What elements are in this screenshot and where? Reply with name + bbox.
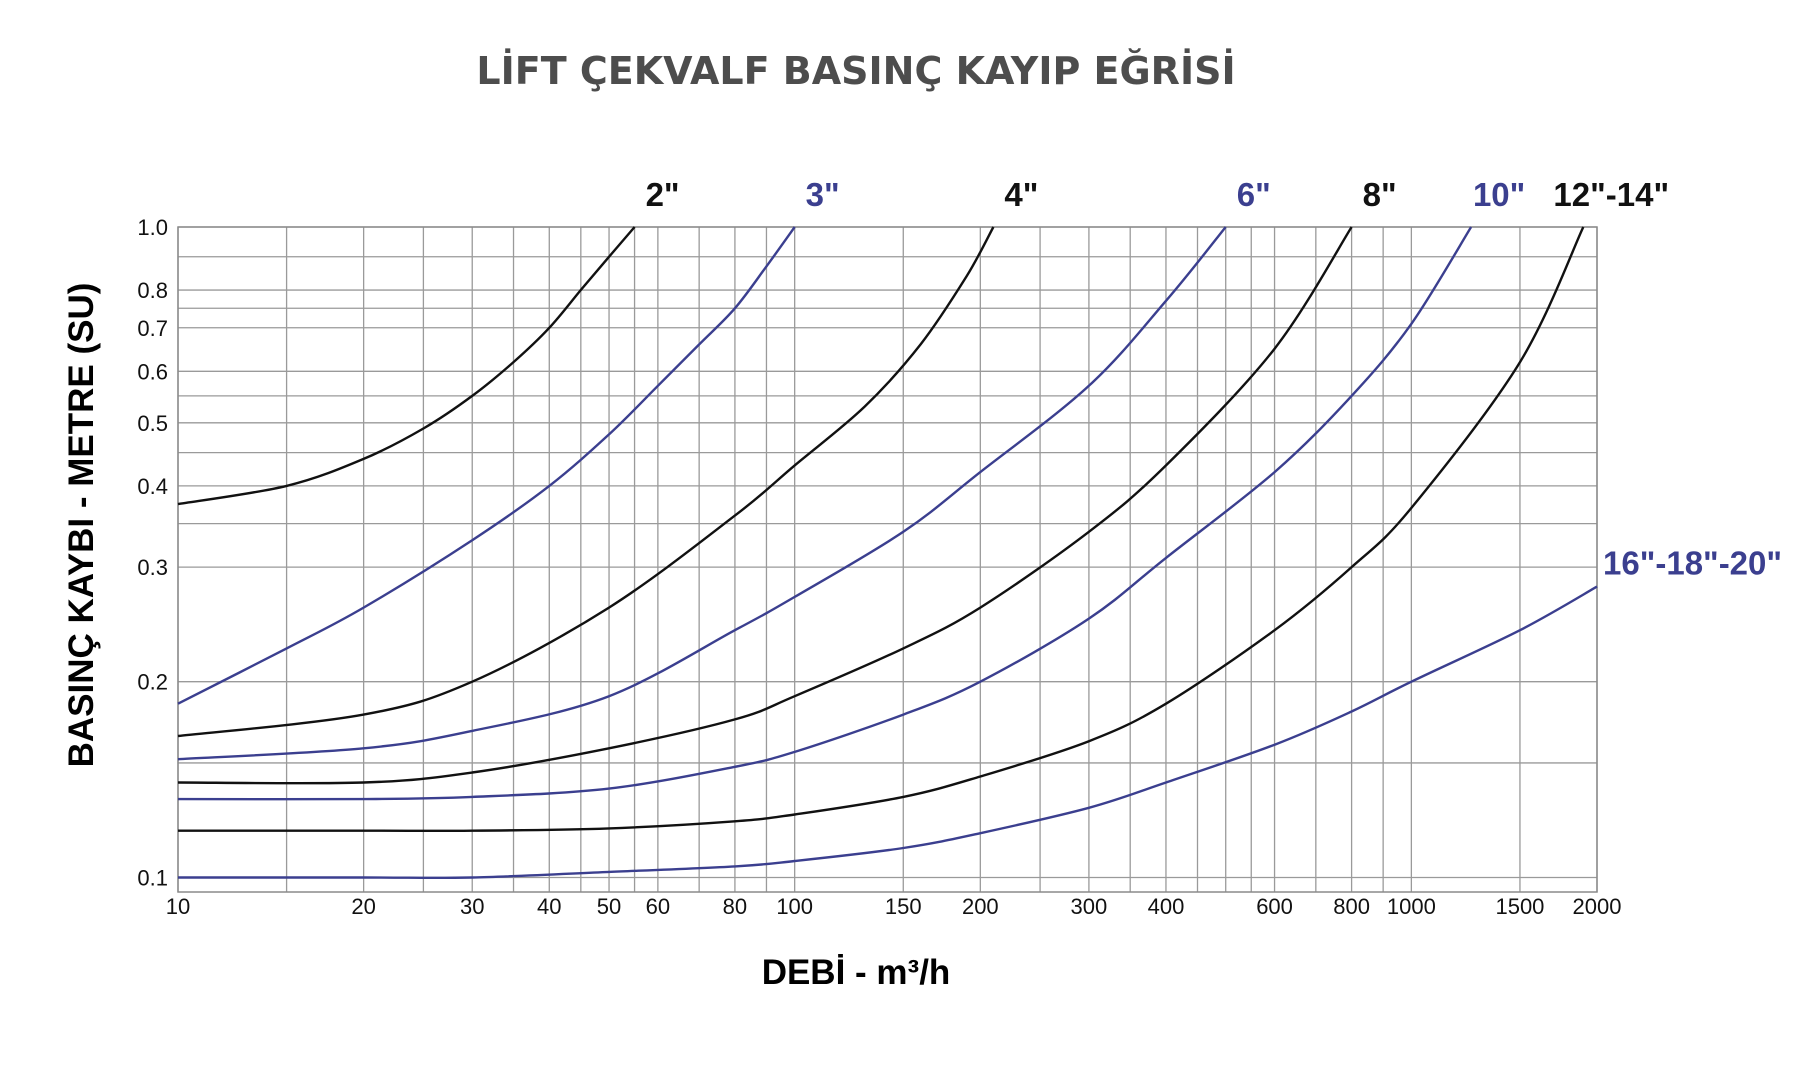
x-tick-label: 20 — [351, 894, 375, 919]
series-line — [177, 226, 1473, 801]
x-tick-label: 80 — [723, 894, 747, 919]
x-tick-label: 30 — [460, 894, 484, 919]
series-line — [177, 226, 1353, 785]
x-tick-label: 300 — [1071, 894, 1108, 919]
series-label: 10" — [1473, 176, 1525, 213]
series-line — [177, 226, 636, 506]
y-tick-label: 0.7 — [137, 316, 168, 341]
series-label: 6" — [1237, 176, 1271, 213]
chart-title: LİFT ÇEKVALF BASINÇ KAYIP EĞRİSİ — [476, 49, 1235, 93]
x-tick-label: 400 — [1148, 894, 1185, 919]
grid-layer — [177, 226, 1598, 893]
series-label: 4" — [1004, 176, 1038, 213]
series-line — [177, 226, 796, 705]
plot-frame — [177, 226, 1598, 893]
series-line — [177, 585, 1598, 880]
series-labels: 2" 3" 4" 6" 8" 10" 12"-14" 16"-18"-20" — [646, 176, 1782, 582]
x-tick-label: 1000 — [1387, 894, 1436, 919]
y-tick-label: 0.1 — [137, 866, 168, 891]
x-tick-label: 10 — [166, 894, 190, 919]
x-tick-label: 1500 — [1495, 894, 1544, 919]
x-tick-label: 100 — [776, 894, 813, 919]
series-label: 3" — [806, 176, 840, 213]
x-axis-label: DEBİ - m³/h — [762, 953, 951, 992]
series-line — [177, 226, 1227, 761]
y-tick-label: 0.8 — [137, 278, 168, 303]
series-line — [177, 226, 995, 738]
x-tick-label: 2000 — [1573, 894, 1622, 919]
x-tick-labels: 10 20 30 40 50 60 80 100 150 200 300 400 600 800 1000 1… — [166, 894, 1622, 919]
x-tick-label: 800 — [1333, 894, 1370, 919]
x-tick-label: 40 — [537, 894, 561, 919]
series-label: 12"-14" — [1553, 176, 1669, 213]
y-tick-label: 0.4 — [137, 474, 168, 499]
series-label: 16"-18"-20" — [1603, 545, 1782, 582]
x-tick-label: 200 — [962, 894, 999, 919]
series-lines — [177, 226, 1598, 880]
y-tick-label: 0.6 — [137, 359, 168, 384]
y-tick-labels: 0.1 0.2 0.3 0.4 0.5 0.6 0.7 0.8 1.0 — [137, 215, 168, 891]
x-tick-label: 50 — [597, 894, 621, 919]
x-tick-label: 60 — [646, 894, 670, 919]
x-tick-label: 600 — [1256, 894, 1293, 919]
series-label: 2" — [646, 176, 680, 213]
y-tick-label: 0.3 — [137, 555, 168, 580]
y-axis-label: BASINÇ KAYBI - METRE (SU) — [62, 283, 101, 768]
series-label: 8" — [1363, 176, 1397, 213]
y-tick-label: 1.0 — [137, 215, 168, 240]
y-tick-label: 0.2 — [137, 670, 168, 695]
y-tick-label: 0.5 — [137, 411, 168, 436]
x-tick-label: 150 — [885, 894, 922, 919]
series-line — [178, 226, 1585, 833]
